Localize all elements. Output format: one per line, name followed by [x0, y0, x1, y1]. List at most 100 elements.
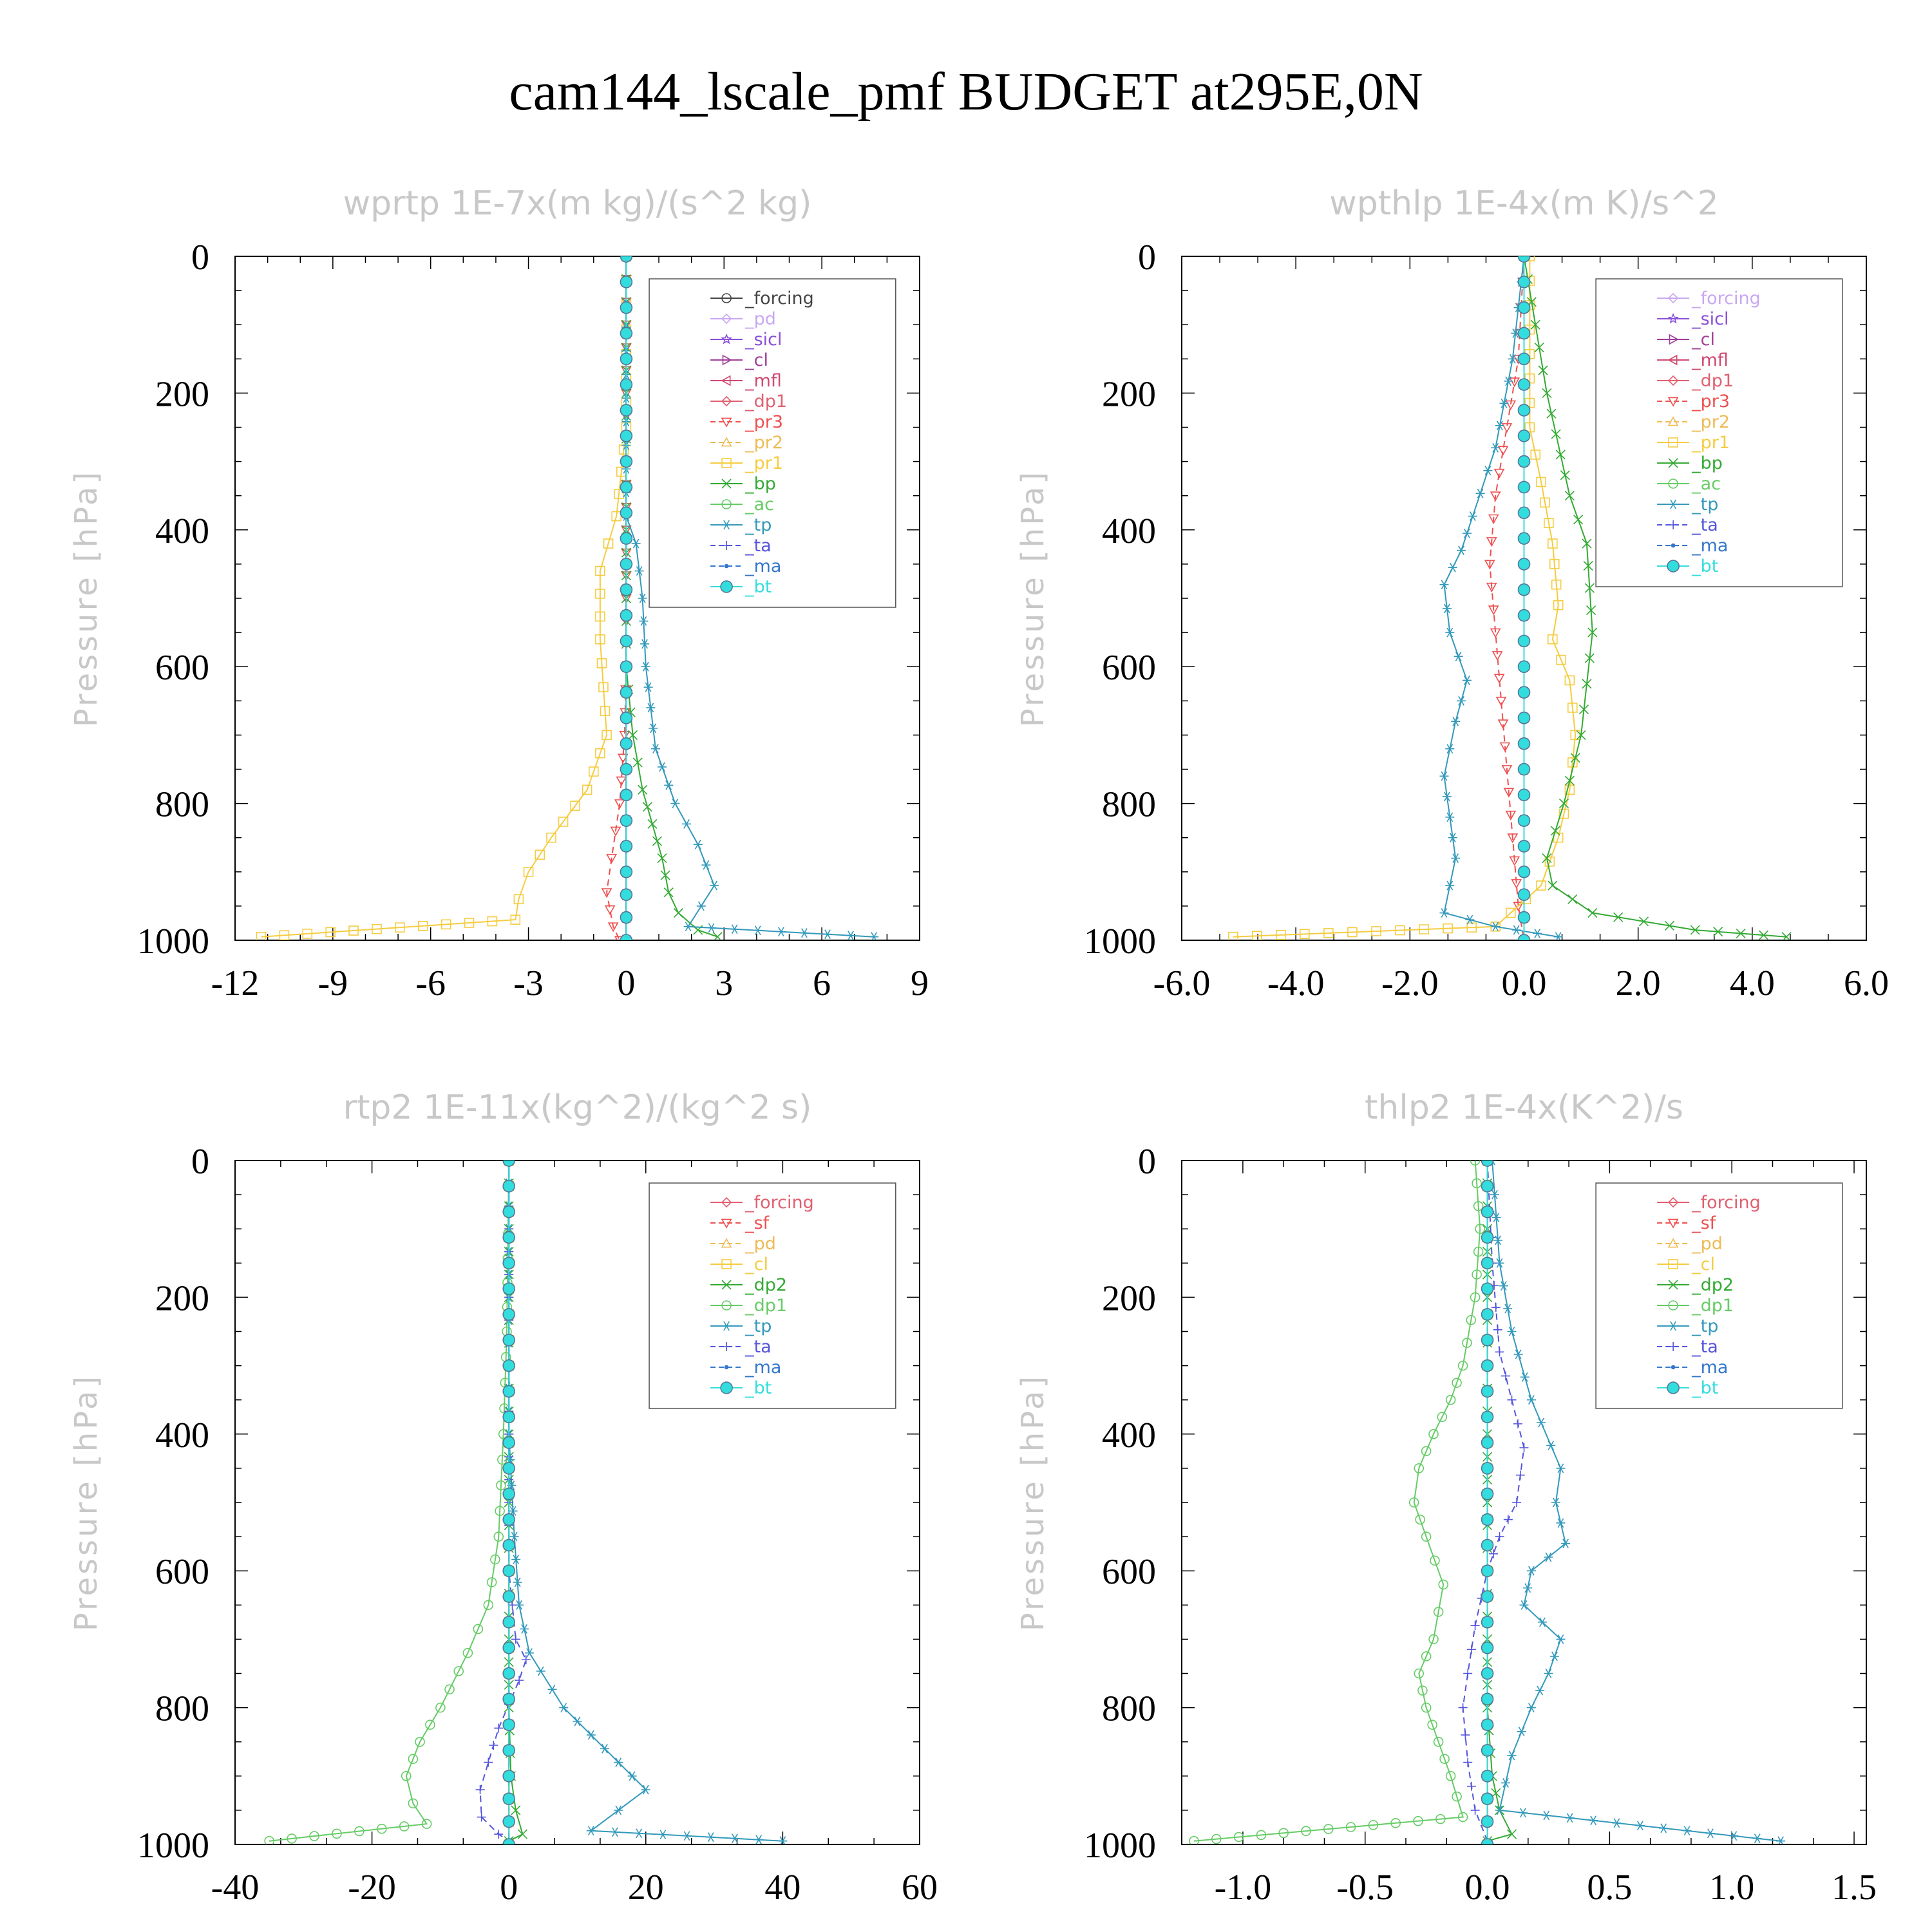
series-marker [408, 1754, 419, 1765]
series-marker [332, 1828, 342, 1839]
series-marker [502, 1838, 515, 1844]
series-marker [1612, 1818, 1622, 1828]
series-marker [620, 686, 633, 699]
series-marker [1462, 676, 1472, 685]
series-marker [1526, 1566, 1536, 1576]
series-marker [620, 480, 633, 494]
series-marker [1736, 928, 1746, 938]
x-tick-label: -3 [513, 963, 544, 1003]
y-tick-label: 200 [1102, 1278, 1156, 1318]
legend-label: _sf [1691, 1213, 1717, 1233]
series-marker [1427, 1719, 1437, 1730]
legend-label: _ac [744, 495, 774, 515]
series-marker [682, 819, 692, 829]
series-marker [595, 634, 605, 645]
series-marker [753, 925, 762, 936]
series-marker [502, 1359, 516, 1372]
legend-marker [1667, 560, 1680, 573]
series-marker [1513, 1419, 1523, 1428]
series-marker [620, 301, 633, 314]
series-marker [682, 1831, 692, 1841]
series-marker [1408, 1497, 1419, 1508]
series-marker [1519, 1600, 1529, 1610]
series-line [269, 1160, 510, 1842]
series-marker [620, 429, 633, 442]
series-marker [325, 927, 336, 938]
series-marker [520, 1624, 529, 1634]
legend-marker [721, 1259, 732, 1269]
y-tick-label: 0 [191, 238, 209, 278]
series-marker [1781, 932, 1792, 940]
series-marker [1497, 719, 1509, 730]
series-marker [1491, 442, 1501, 453]
legend-label: _ta [744, 1337, 772, 1357]
series-marker [1486, 582, 1497, 592]
legend-marker [721, 417, 732, 428]
series-marker [1489, 1549, 1499, 1558]
x-tick-label: 60 [902, 1868, 938, 1908]
series-marker [620, 558, 633, 571]
series-marker [1583, 560, 1593, 571]
series-marker [1462, 528, 1472, 538]
series-marker [614, 936, 625, 940]
series-marker [1345, 1822, 1356, 1832]
series-marker [730, 924, 739, 934]
series-marker [1490, 628, 1501, 638]
series-marker [606, 854, 618, 864]
series-bt [1481, 1160, 1494, 1844]
series-marker [502, 1513, 516, 1526]
series-marker [1457, 545, 1466, 556]
series-marker [502, 1692, 516, 1706]
series-marker [657, 853, 667, 864]
legend-label: _forcing [1691, 1193, 1761, 1213]
series-marker [395, 922, 405, 933]
series-marker [421, 1819, 432, 1829]
legend-marker [724, 1365, 729, 1370]
x-tick-label: -4.0 [1267, 963, 1325, 1003]
series-marker [1501, 1371, 1511, 1381]
series-marker [1513, 902, 1524, 912]
legend: _forcing_sf_pd_cl_dp2_dp1_tp_ta_ma_bt [1595, 1182, 1843, 1409]
series-marker [1481, 1770, 1494, 1783]
series-marker [693, 839, 703, 849]
series-marker [620, 583, 633, 596]
series-marker [620, 660, 633, 673]
series-marker [1517, 352, 1531, 366]
series-marker [620, 866, 633, 878]
series-marker [521, 1655, 531, 1665]
series-marker [1481, 1180, 1494, 1193]
series-marker [1433, 1607, 1444, 1617]
series-marker [489, 1741, 498, 1750]
series-marker [673, 907, 683, 918]
legend-marker [1669, 1321, 1678, 1331]
series-marker [1517, 327, 1531, 340]
series-marker [1507, 1327, 1517, 1336]
series-marker [1483, 466, 1493, 476]
series-marker [256, 931, 267, 940]
series-marker [302, 929, 313, 939]
panel-title: wpthlp 1E-4x(m K)/s^2 [1329, 184, 1719, 223]
series-marker [502, 1231, 516, 1244]
series-marker [1481, 1838, 1494, 1844]
legend-label: _forcing [744, 1193, 814, 1213]
legend-marker [722, 1321, 732, 1331]
series-marker [1490, 491, 1501, 502]
series-marker [1481, 1616, 1494, 1629]
series-ta [1458, 1160, 1529, 1844]
series-marker [620, 712, 633, 724]
series-marker [1488, 605, 1499, 616]
legend-label: _ta [1691, 515, 1718, 535]
series-marker [1473, 1201, 1484, 1211]
series-marker [502, 1410, 516, 1424]
series-marker [1517, 911, 1531, 924]
series-marker [502, 1815, 516, 1828]
series-marker [627, 730, 638, 740]
legend-label: _tp [1691, 1316, 1718, 1336]
series-marker [1576, 730, 1586, 740]
series-marker [620, 506, 633, 520]
series-marker [1278, 1828, 1289, 1839]
series-marker [1506, 907, 1516, 918]
series-marker [1517, 814, 1531, 827]
series-marker [1504, 376, 1513, 386]
series-marker [1481, 1513, 1494, 1526]
